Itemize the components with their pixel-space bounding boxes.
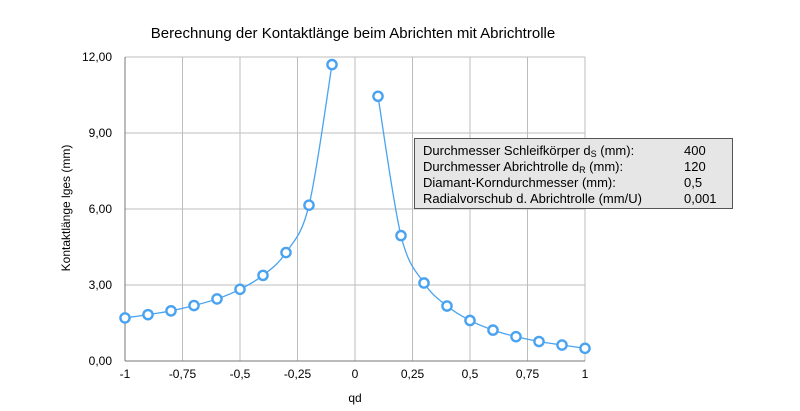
data-point bbox=[418, 277, 430, 289]
info-value: 0,001 bbox=[684, 191, 717, 206]
info-row-radial-feed: Radialvorschub d. Abrichtrolle (mm/U) 0,… bbox=[423, 191, 728, 207]
x-tick-label: -0,75 bbox=[169, 367, 197, 381]
data-point bbox=[510, 330, 522, 343]
info-row-wheel-diameter: Durchmesser Schleifkörper dS (mm): 400 bbox=[423, 143, 728, 159]
y-tick-label: 12,00 bbox=[82, 50, 112, 64]
x-tick-label: 0,5 bbox=[462, 367, 479, 381]
data-point bbox=[280, 246, 292, 259]
y-tick-label: 0,00 bbox=[89, 354, 113, 368]
x-axis-label: qd bbox=[348, 391, 361, 405]
data-point bbox=[211, 293, 223, 305]
data-point bbox=[234, 283, 246, 296]
x-tick-label: 1 bbox=[582, 367, 589, 381]
info-value: 400 bbox=[684, 143, 706, 158]
y-axis-label: Kontaktlänge lges (mm) bbox=[59, 145, 73, 272]
data-point bbox=[165, 305, 177, 317]
data-point bbox=[257, 269, 269, 282]
info-label: Durchmesser Schleifkörper dS (mm): bbox=[423, 143, 635, 159]
x-tick-label: -0,5 bbox=[230, 367, 251, 381]
data-point bbox=[142, 308, 154, 321]
data-point bbox=[464, 314, 476, 327]
info-value: 120 bbox=[684, 159, 706, 174]
x-tick-label: -1 bbox=[120, 367, 131, 381]
data-point bbox=[119, 312, 131, 324]
data-point bbox=[372, 90, 384, 103]
grid bbox=[124, 56, 586, 362]
y-tick-label: 9,00 bbox=[89, 126, 113, 140]
series-line-2 bbox=[377, 96, 586, 349]
x-tick-label: 0,75 bbox=[516, 367, 540, 381]
data-point bbox=[303, 199, 315, 211]
info-label: Radialvorschub d. Abrichtrolle (mm/U) bbox=[423, 191, 642, 206]
data-point bbox=[579, 342, 591, 355]
data-point bbox=[441, 300, 453, 312]
x-tick-label: 0,25 bbox=[401, 367, 425, 381]
series-line-1 bbox=[124, 64, 333, 319]
data-point bbox=[487, 324, 499, 336]
info-value: 0,5 bbox=[684, 175, 703, 190]
data-point bbox=[556, 339, 568, 351]
y-tick-label: 3,00 bbox=[89, 278, 113, 292]
x-tick-label: 0 bbox=[352, 367, 359, 381]
data-point bbox=[326, 58, 338, 71]
data-point bbox=[533, 335, 545, 348]
series-layer bbox=[119, 58, 591, 355]
data-point bbox=[395, 229, 407, 242]
info-label: Diamant-Korndurchmesser (mm): bbox=[423, 175, 616, 190]
info-label: Durchmesser Abrichtrolle dR (mm): bbox=[423, 159, 624, 175]
y-tick-label: 6,00 bbox=[89, 202, 113, 216]
tick-labels: -1 -0,75 -0,5 -0,25 0 0,25 0,5 0,75 1 0,00 3,00 6,0… bbox=[82, 50, 589, 381]
x-tick-label: -0,25 bbox=[284, 367, 312, 381]
info-row-roll-diameter: Durchmesser Abrichtrolle dR (mm): 120 bbox=[423, 159, 728, 175]
chart-title: Berechnung der Kontaktlänge beim Abricht… bbox=[151, 25, 555, 42]
info-row-grain-diameter: Diamant-Korndurchmesser (mm): 0,5 bbox=[423, 175, 728, 191]
data-point bbox=[188, 299, 200, 312]
parameter-info-box: Durchmesser Schleifkörper dS (mm): 400 D… bbox=[414, 138, 733, 209]
